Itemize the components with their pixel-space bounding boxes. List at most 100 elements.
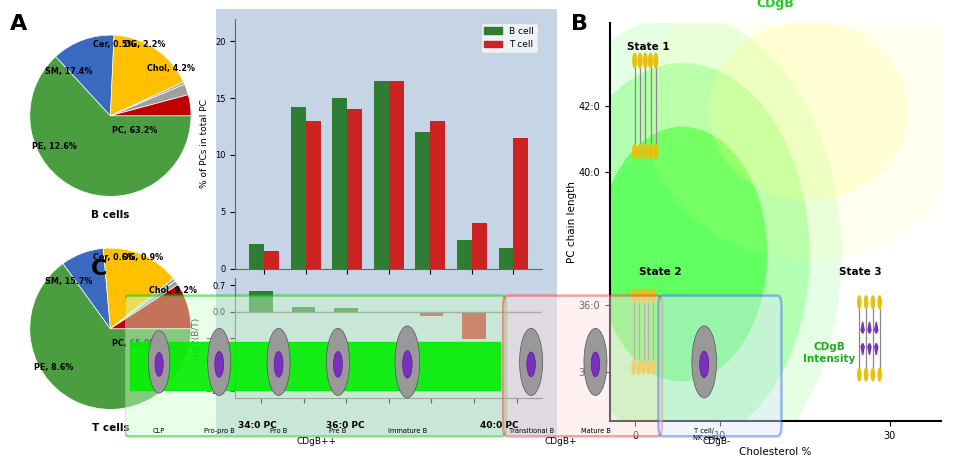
- Text: SM, 15.7%: SM, 15.7%: [45, 277, 92, 287]
- Text: DG, 0.9%: DG, 0.9%: [122, 253, 163, 262]
- Circle shape: [649, 53, 653, 68]
- Ellipse shape: [215, 351, 224, 377]
- Polygon shape: [861, 344, 864, 355]
- Circle shape: [857, 296, 861, 308]
- Bar: [250, 244, 264, 269]
- Wedge shape: [104, 248, 174, 329]
- Text: State 3: State 3: [839, 267, 881, 277]
- Wedge shape: [110, 285, 191, 329]
- Wedge shape: [56, 35, 114, 116]
- Text: CDgB
Intensity: CDgB Intensity: [804, 342, 855, 364]
- Circle shape: [654, 53, 658, 68]
- Circle shape: [654, 144, 658, 159]
- Ellipse shape: [395, 326, 420, 398]
- Ellipse shape: [527, 352, 536, 377]
- Circle shape: [633, 144, 636, 159]
- Bar: [514, 138, 528, 269]
- Circle shape: [633, 53, 636, 68]
- Circle shape: [636, 361, 640, 374]
- Text: Pre B: Pre B: [329, 428, 347, 434]
- Ellipse shape: [643, 0, 960, 260]
- Circle shape: [878, 368, 881, 381]
- Title: B cells: B cells: [91, 210, 130, 220]
- Polygon shape: [875, 322, 877, 333]
- Circle shape: [647, 289, 650, 302]
- Legend: B cell, T cell: B cell, T cell: [481, 23, 538, 53]
- Bar: [250, 291, 273, 312]
- Text: T cell/
NK cell: T cell/ NK cell: [693, 428, 715, 441]
- Polygon shape: [868, 322, 871, 333]
- Text: A: A: [10, 14, 27, 34]
- FancyBboxPatch shape: [503, 295, 662, 436]
- Circle shape: [649, 144, 653, 159]
- Y-axis label: Log2(B/T): Log2(B/T): [191, 316, 200, 360]
- Bar: [463, 312, 486, 339]
- Text: 36:0 PC: 36:0 PC: [326, 421, 365, 430]
- Circle shape: [638, 53, 642, 68]
- Circle shape: [638, 144, 642, 159]
- Ellipse shape: [275, 351, 283, 377]
- Bar: [498, 248, 514, 269]
- Text: Pro-pro B: Pro-pro B: [204, 428, 234, 434]
- Ellipse shape: [207, 328, 230, 395]
- Text: CDgB: CDgB: [756, 0, 794, 10]
- Text: C: C: [91, 259, 108, 279]
- Circle shape: [857, 368, 861, 381]
- Bar: [472, 223, 487, 269]
- Wedge shape: [110, 279, 176, 329]
- Text: SM, 17.4%: SM, 17.4%: [45, 67, 92, 76]
- FancyBboxPatch shape: [659, 295, 781, 436]
- Title: T cells: T cells: [91, 423, 130, 433]
- Ellipse shape: [692, 326, 716, 398]
- Bar: [292, 307, 315, 312]
- Text: State 1: State 1: [627, 42, 669, 52]
- Ellipse shape: [402, 350, 412, 378]
- Circle shape: [643, 53, 647, 68]
- Text: State 2: State 2: [639, 267, 682, 277]
- Polygon shape: [868, 344, 871, 355]
- Bar: [348, 109, 362, 269]
- Circle shape: [642, 289, 645, 302]
- Bar: [389, 81, 404, 269]
- Ellipse shape: [700, 351, 708, 377]
- Ellipse shape: [267, 328, 290, 395]
- Text: PE, 8.6%: PE, 8.6%: [35, 363, 74, 372]
- Text: DG, 2.2%: DG, 2.2%: [124, 40, 165, 49]
- FancyBboxPatch shape: [212, 5, 561, 439]
- Ellipse shape: [598, 127, 767, 382]
- Circle shape: [647, 361, 650, 374]
- Ellipse shape: [326, 328, 349, 395]
- Bar: [305, 121, 321, 269]
- Wedge shape: [30, 263, 191, 409]
- Text: Transitional B: Transitional B: [509, 428, 554, 434]
- Ellipse shape: [149, 331, 170, 393]
- Bar: [373, 81, 389, 269]
- X-axis label: Cholesterol %: Cholesterol %: [739, 447, 811, 457]
- Text: PE, 12.6%: PE, 12.6%: [32, 142, 77, 151]
- Bar: [416, 132, 430, 269]
- Text: CDgB-: CDgB-: [703, 437, 732, 446]
- Ellipse shape: [155, 352, 163, 376]
- Text: Pro B: Pro B: [270, 428, 287, 434]
- Wedge shape: [110, 82, 184, 116]
- Text: Cer, 0.5%: Cer, 0.5%: [93, 40, 135, 49]
- Bar: [130, 342, 500, 390]
- FancyBboxPatch shape: [124, 295, 506, 436]
- Text: CLP: CLP: [153, 428, 165, 434]
- Circle shape: [652, 361, 655, 374]
- Text: Cer, 0.6%: Cer, 0.6%: [93, 253, 135, 262]
- Ellipse shape: [519, 328, 542, 395]
- Text: PC, 63.2%: PC, 63.2%: [112, 126, 157, 135]
- Wedge shape: [110, 35, 183, 116]
- Circle shape: [643, 144, 647, 159]
- Ellipse shape: [708, 21, 907, 200]
- Bar: [291, 107, 305, 269]
- Text: CDgB+: CDgB+: [545, 437, 577, 446]
- Ellipse shape: [523, 15, 841, 463]
- Ellipse shape: [333, 351, 343, 377]
- Ellipse shape: [591, 352, 600, 377]
- Y-axis label: % of PCs in total PC: % of PCs in total PC: [201, 99, 209, 188]
- Bar: [457, 240, 472, 269]
- Y-axis label: PC chain length: PC chain length: [566, 181, 577, 263]
- Text: Chol, 9.2%: Chol, 9.2%: [150, 286, 198, 294]
